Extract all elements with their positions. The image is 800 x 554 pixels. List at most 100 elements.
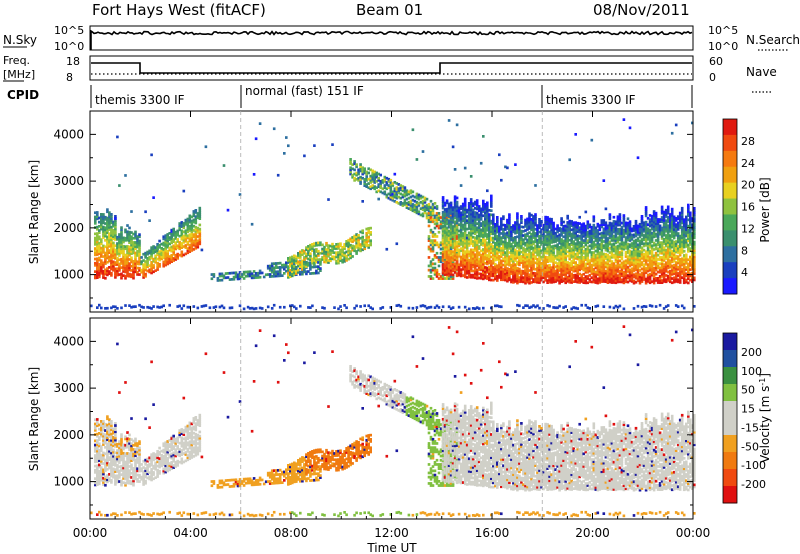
power-cell — [102, 221, 105, 225]
power-cell — [114, 273, 117, 277]
power-cell — [313, 265, 316, 269]
power-cell — [108, 224, 111, 227]
power-cell — [293, 254, 296, 258]
power-cell — [441, 234, 445, 237]
power-cell — [367, 171, 370, 175]
power-cell — [449, 268, 453, 272]
power-cell — [174, 241, 177, 244]
power-cell — [96, 232, 99, 235]
power-cell — [319, 260, 322, 263]
power-cell — [196, 212, 200, 215]
power-cell — [471, 210, 475, 214]
power-cell — [467, 275, 471, 279]
power-cell — [508, 263, 511, 267]
power-cell — [196, 226, 200, 230]
power-cell — [486, 260, 489, 264]
power-cell — [194, 242, 198, 246]
power-cell — [433, 233, 437, 236]
power-cell — [463, 208, 467, 211]
power-cell — [445, 237, 449, 240]
power-cell — [104, 276, 107, 280]
power-cell — [168, 255, 171, 258]
power-cell — [461, 215, 465, 218]
power-cell — [220, 272, 224, 276]
power-cell — [564, 305, 567, 308]
power-cell — [218, 305, 222, 309]
power-cell — [238, 275, 242, 278]
power-cell — [455, 217, 459, 221]
power-cell — [441, 236, 445, 239]
power-cell — [94, 222, 97, 225]
power-cell — [134, 270, 137, 274]
power-cell — [508, 240, 511, 244]
power-cell — [160, 253, 163, 256]
power-cell — [484, 217, 487, 221]
power-cell — [377, 183, 380, 186]
power-cell — [496, 304, 499, 308]
power-cell — [180, 250, 184, 254]
power-cell — [150, 307, 153, 310]
power-cell — [455, 259, 459, 263]
power-cell — [445, 226, 449, 230]
power-cell — [238, 271, 242, 274]
power-cell — [156, 243, 159, 246]
power-cell — [496, 268, 499, 272]
power-cell — [477, 240, 481, 244]
power-cell — [359, 163, 362, 166]
power-cell — [226, 272, 230, 275]
power-cell — [194, 217, 198, 221]
power-cell — [451, 212, 455, 216]
power-cell — [166, 258, 169, 262]
power-cell — [473, 232, 477, 235]
power-cell — [482, 260, 485, 264]
power-cell — [475, 211, 479, 215]
power-cell — [116, 135, 119, 139]
power-cell — [439, 241, 443, 245]
power-cell — [449, 231, 453, 234]
power-cell — [112, 222, 115, 226]
power-cell — [180, 237, 184, 241]
power-cell — [301, 263, 304, 267]
power-cell — [482, 239, 485, 243]
power-cell — [192, 229, 196, 232]
power-cell — [449, 262, 453, 266]
power-cell — [116, 244, 119, 247]
power-cell — [486, 201, 489, 205]
power-cell — [484, 257, 487, 261]
power-cell — [319, 267, 322, 270]
power-cell — [311, 265, 314, 269]
power-cell — [164, 249, 167, 252]
power-cell — [270, 264, 274, 268]
power-cell — [455, 224, 459, 228]
power-cell — [490, 219, 493, 223]
power-cell — [299, 256, 302, 260]
power-cell — [361, 248, 364, 252]
power-cell — [106, 306, 109, 310]
power-cell — [401, 185, 405, 188]
power-cell — [130, 252, 133, 255]
power-cell — [484, 240, 487, 244]
power-cell — [178, 253, 181, 257]
power-cell — [419, 196, 423, 200]
power-cell — [104, 260, 107, 263]
power-cell — [423, 196, 427, 200]
power-cell — [130, 273, 133, 276]
power-cell — [441, 215, 445, 218]
power-cell — [451, 244, 455, 247]
power-cell — [471, 219, 475, 222]
beam-title: Beam 01 — [356, 1, 423, 19]
power-cell — [345, 306, 348, 310]
power-cell — [467, 204, 471, 207]
power-cell — [586, 220, 590, 224]
power-cell — [116, 248, 119, 252]
power-cell — [449, 275, 453, 278]
power-cell — [411, 306, 415, 310]
power-cell — [176, 252, 179, 256]
power-cell — [387, 186, 391, 189]
power-cell — [164, 259, 167, 263]
power-cell — [465, 219, 469, 222]
power-cell — [508, 219, 511, 223]
power-cell — [120, 234, 123, 238]
power-cell — [311, 245, 314, 248]
power-cell — [415, 205, 419, 208]
